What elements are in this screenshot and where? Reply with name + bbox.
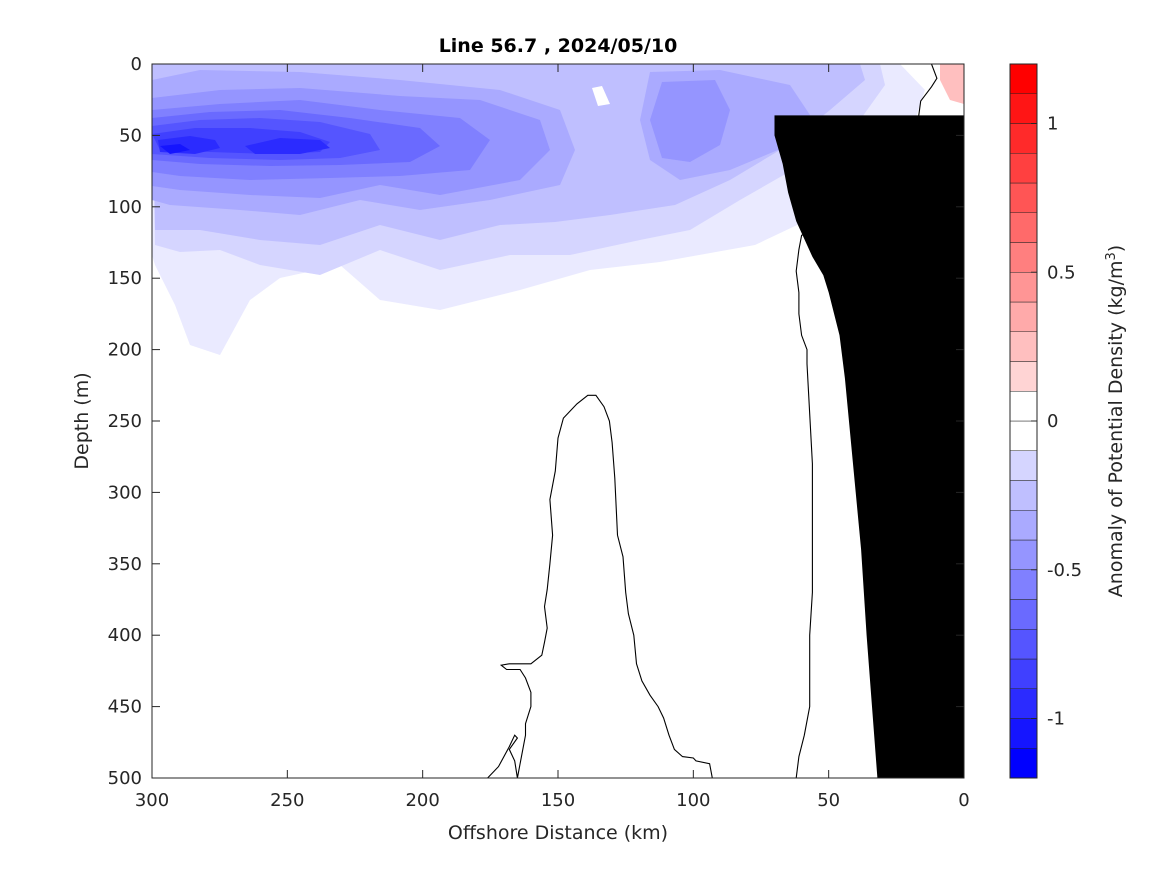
colorbar-label: Anomaly of Potential Density (kg/m3): [1104, 245, 1127, 597]
colorbar-tick-label: 0: [1047, 411, 1058, 432]
x-tick-label: 250: [270, 790, 304, 811]
colorbar-segment: [1009, 420, 1038, 451]
colorbar-segment: [1009, 658, 1038, 689]
colorbar-segment: [1009, 153, 1038, 184]
colorbar-segment: [1009, 242, 1038, 273]
colorbar-tick-label: -1: [1047, 709, 1065, 730]
y-axis-label: Depth (m): [71, 372, 93, 469]
colorbar-segment: [1009, 599, 1038, 630]
y-tick-label: 200: [108, 340, 142, 361]
colorbar-segment: [1009, 569, 1038, 600]
y-tick-label: 350: [108, 554, 142, 575]
colorbar-segment: [1009, 212, 1038, 243]
colorbar-tick-label: 0.5: [1047, 262, 1076, 283]
plot-area: [152, 64, 964, 778]
x-tick-label: 150: [541, 790, 575, 811]
colorbar-segment: [1009, 182, 1038, 213]
colorbar-segment: [1009, 629, 1038, 660]
colorbar-segment: [1009, 480, 1038, 511]
y-tick-label: 400: [108, 625, 142, 646]
colorbar-segment: [1009, 93, 1038, 124]
anomaly-level-6: [650, 80, 730, 162]
colorbar-segment: [1009, 63, 1038, 94]
y-tick-label: 250: [108, 411, 142, 432]
colorbar-tick-label: -0.5: [1047, 560, 1082, 581]
y-tick-label: 450: [108, 697, 142, 718]
seafloor-mask: [774, 115, 964, 778]
colorbar-label-superscript: 3: [1104, 252, 1119, 260]
colorbar-segment: [1009, 391, 1038, 422]
colorbar-segment: [1009, 450, 1038, 481]
anomaly-level-12: [245, 138, 330, 154]
x-tick-label: 300: [135, 790, 169, 811]
anomaly-fill: [152, 64, 964, 430]
colorbar: -1 -0.5 0 0.5 1: [1009, 63, 1082, 779]
anomaly-level-13: [160, 144, 190, 154]
colorbar-segment: [1009, 688, 1038, 719]
y-tick-label: 150: [108, 268, 142, 289]
positive-anomaly-surface: [940, 64, 964, 104]
x-tick-label: 100: [676, 790, 710, 811]
colorbar-tick-label: 1: [1047, 114, 1058, 135]
x-tick-label: 0: [958, 790, 969, 811]
x-axis-label: Offshore Distance (km): [448, 822, 668, 844]
colorbar-segment: [1009, 301, 1038, 332]
y-tick-label: 100: [108, 197, 142, 218]
colorbar-segment: [1009, 331, 1038, 362]
colorbar-segment: [1009, 510, 1038, 541]
colorbar-segment: [1009, 539, 1038, 570]
anomaly-gap: [592, 86, 610, 106]
colorbar-segment: [1009, 123, 1038, 154]
y-tick-label: 0: [131, 54, 142, 75]
colorbar-segment: [1009, 718, 1038, 749]
x-tick-label: 200: [405, 790, 439, 811]
y-tick-label: 50: [119, 125, 142, 146]
colorbar-segment: [1009, 361, 1038, 392]
axes: 300 250 200 150 100 50 00501001502002503003504…: [108, 54, 970, 811]
x-tick-label: 50: [817, 790, 840, 811]
colorbar-segment: [1009, 272, 1038, 303]
chart-title: Line 56.7 , 2024/05/10: [439, 35, 678, 57]
y-tick-label: 500: [108, 768, 142, 789]
colorbar-segment: [1009, 748, 1038, 779]
zero-contour-inner-tongue: [487, 394, 713, 778]
y-tick-label: 300: [108, 482, 142, 503]
